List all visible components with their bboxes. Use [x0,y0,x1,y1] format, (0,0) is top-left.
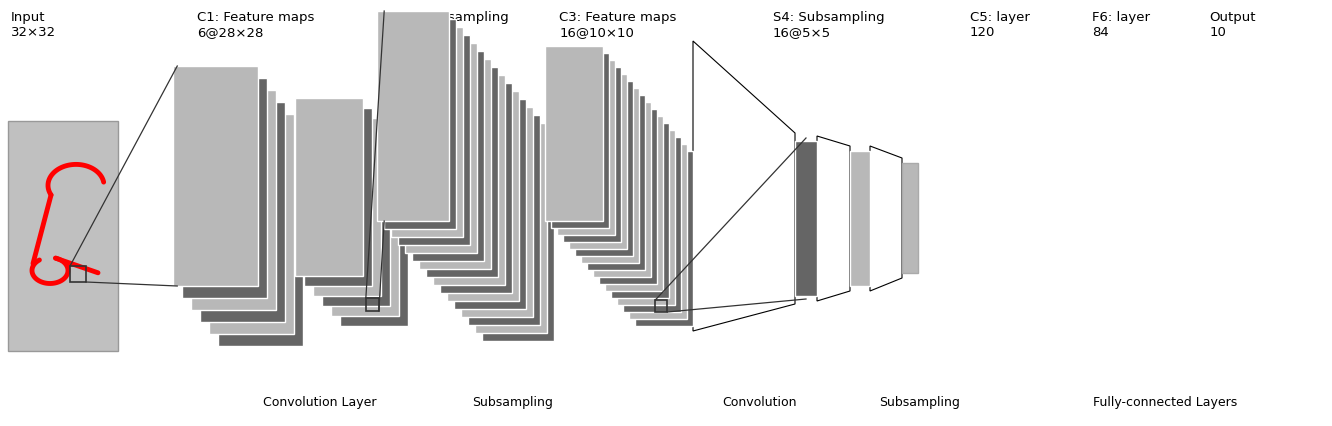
Bar [440,83,511,293]
Bar [412,51,484,261]
Bar [569,74,627,249]
Text: C1: Feature maps
6@28×28: C1: Feature maps 6@28×28 [197,11,314,39]
Bar [420,59,492,269]
Bar [545,46,603,221]
Text: S2: Subsampling
6@14×14: S2: Subsampling 6@14×14 [397,11,509,39]
Bar [322,128,390,306]
Bar [575,81,633,256]
Bar [581,88,639,263]
Bar [218,126,302,346]
Bar [587,95,645,270]
Bar [398,35,470,245]
Bar [605,116,663,291]
Bar [482,131,554,341]
Bar [448,91,519,301]
Bar [629,144,687,319]
Bar [617,130,675,305]
Bar [476,123,547,333]
Bar [330,138,400,316]
Bar [461,107,533,317]
Bar [795,141,817,296]
Text: S4: Subsampling
16@5×5: S4: Subsampling 16@5×5 [773,11,884,39]
Bar [190,90,276,310]
Text: Subsampling: Subsampling [473,396,553,409]
Text: F6: layer
84: F6: layer 84 [1092,11,1151,39]
Bar [623,137,681,312]
Bar [340,148,408,326]
Bar [563,67,621,242]
Bar [454,99,526,309]
Bar [173,66,258,286]
Bar [209,114,294,334]
Bar [551,53,609,228]
Bar [850,151,870,286]
Text: C3: Feature maps
16@10×10: C3: Feature maps 16@10×10 [559,11,677,39]
Text: Input
32×32: Input 32×32 [11,11,56,39]
Bar [405,43,477,253]
Text: Convolution: Convolution [722,396,797,409]
Text: Fully-connected Layers: Fully-connected Layers [1094,396,1237,409]
Bar [426,67,498,277]
Bar [902,163,918,273]
Bar [377,11,449,221]
Bar [635,151,693,326]
Polygon shape [817,136,850,301]
Bar [557,60,615,235]
Bar [304,108,372,286]
Polygon shape [870,146,902,291]
Bar [384,19,456,229]
Bar [655,300,667,312]
Bar [8,121,119,351]
Bar [71,266,87,282]
Bar [599,109,657,284]
Bar [611,123,669,298]
Bar [433,75,505,285]
Text: Convolution Layer: Convolution Layer [262,396,377,409]
Bar [182,78,266,298]
Text: Subsampling: Subsampling [879,396,959,409]
Bar [392,27,464,237]
Bar [593,102,651,277]
Bar [294,98,364,276]
Bar [468,115,539,325]
Text: Output
10: Output 10 [1209,11,1256,39]
Text: C5: layer
120: C5: layer 120 [970,11,1030,39]
Bar [313,118,381,296]
Bar [366,298,378,311]
Bar [200,102,285,322]
Polygon shape [693,41,795,331]
